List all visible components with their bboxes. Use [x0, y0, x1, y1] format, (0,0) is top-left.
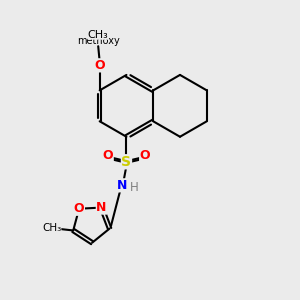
Text: O: O — [74, 202, 84, 215]
Text: H: H — [130, 181, 139, 194]
Text: N: N — [96, 201, 107, 214]
Text: CH₃: CH₃ — [42, 224, 62, 233]
Text: O: O — [103, 148, 113, 161]
Text: S: S — [122, 155, 131, 169]
Text: O: O — [94, 59, 105, 72]
Text: CH₃: CH₃ — [88, 30, 109, 40]
Text: N: N — [117, 179, 127, 192]
Text: O: O — [140, 148, 150, 161]
Text: methoxy: methoxy — [77, 36, 120, 46]
